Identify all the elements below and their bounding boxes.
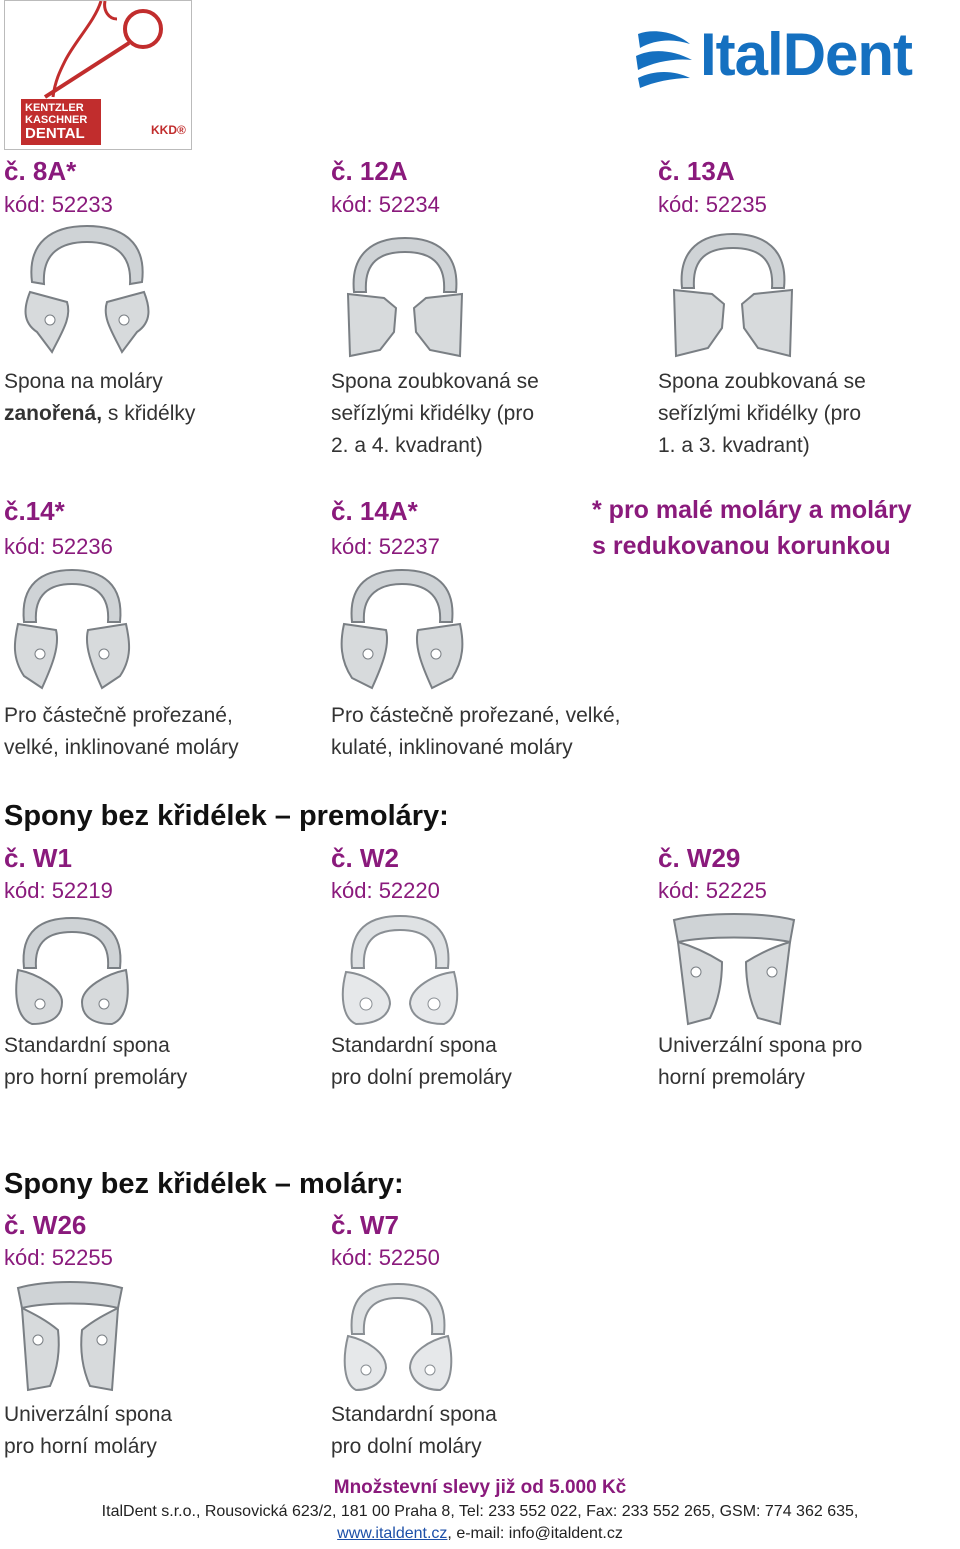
note-line-1: * pro malé moláry a moláry [592,496,912,524]
section-heading-molars: Spony bez křidélek – moláry: [4,1168,404,1200]
clamp-14-image [13,568,131,690]
product-description: Univerzální spona pro horní moláry [4,1403,173,1458]
product-description: Pro částečně prořezané, velké, inklinova… [4,704,239,759]
website-link[interactable]: www.italdent.cz [337,1525,448,1542]
product-description: Standardní spona pro horní premoláry [4,1034,188,1089]
footer-email: , e-mail: info@italdent.cz [447,1525,623,1542]
product-code: kód: 52236 [4,534,113,559]
clamp-13a-image [672,232,794,358]
product-title: č. W29 [658,843,741,873]
clamp-w2-image [341,914,459,1026]
italdent-wordmark: ItalDent [700,21,913,88]
italdent-logo: ItalDent [632,21,960,94]
product-title: č. 8A* [4,156,77,186]
product-code: kód: 52219 [4,878,113,903]
kkd-badge: KKD® [151,123,186,137]
note-line-2: s redukovanou korunkou [592,532,891,560]
kkd-wordmark: KENTZLER KASCHNER DENTAL [21,99,101,145]
product-title: č. W7 [331,1210,399,1240]
product-title: č. W1 [4,843,72,873]
product-code: kód: 52234 [331,192,440,217]
clamp-w26-image [16,1281,124,1392]
dental-mirror-icon [43,1,163,99]
clamp-w29-image [672,913,796,1026]
footer-address: ItalDent s.r.o., Rousovická 623/2, 181 0… [101,1503,859,1520]
product-title: č. 14A* [331,496,418,526]
clamp-12a-image [346,236,464,358]
product-code: kód: 52225 [658,878,767,903]
clamp-14a-image [340,568,464,690]
product-code: kód: 52255 [4,1245,113,1270]
product-title: č. 12A [331,156,408,186]
product-code: kód: 52220 [331,878,440,903]
product-description: Standardní spona pro dolní moláry [331,1403,497,1458]
product-title: č. W2 [331,843,399,873]
product-description: Spona zoubkovaná se seřízlými křidélky (… [331,370,539,457]
footer-promo: Množstevní slevy již od 5.000 Kč [333,1477,627,1498]
product-description: Spona zoubkovaná se seřízlými křidélky (… [658,370,866,457]
footer-contact: www.italdent.cz, e-mail: info@italdent.c… [0,1525,960,1543]
product-description: Univerzální spona pro horní premoláry [658,1034,863,1089]
product-title: č.14* [4,496,65,526]
italdent-swoosh-icon [636,31,692,88]
product-code: kód: 52235 [658,192,767,217]
product-code: kód: 52237 [331,534,440,559]
clamp-8a-image [24,224,150,354]
clamp-w7-image [343,1282,453,1392]
product-code: kód: 52250 [331,1245,440,1270]
product-title: č. 13A [658,156,735,186]
product-code: kód: 52233 [4,192,113,217]
clamp-w1-image [15,916,129,1026]
product-description: Spona na moláry zanořená, s křidélky [4,370,196,425]
section-heading-premolars: Spony bez křidélek – premoláry: [4,800,449,832]
product-title: č. W26 [4,1210,87,1240]
product-description: Pro částečně prořezané, velké, kulaté, i… [331,704,621,759]
kkd-logo: KENTZLER KASCHNER DENTAL KKD® [4,0,192,150]
product-description: Standardní spona pro dolní premoláry [331,1034,512,1089]
